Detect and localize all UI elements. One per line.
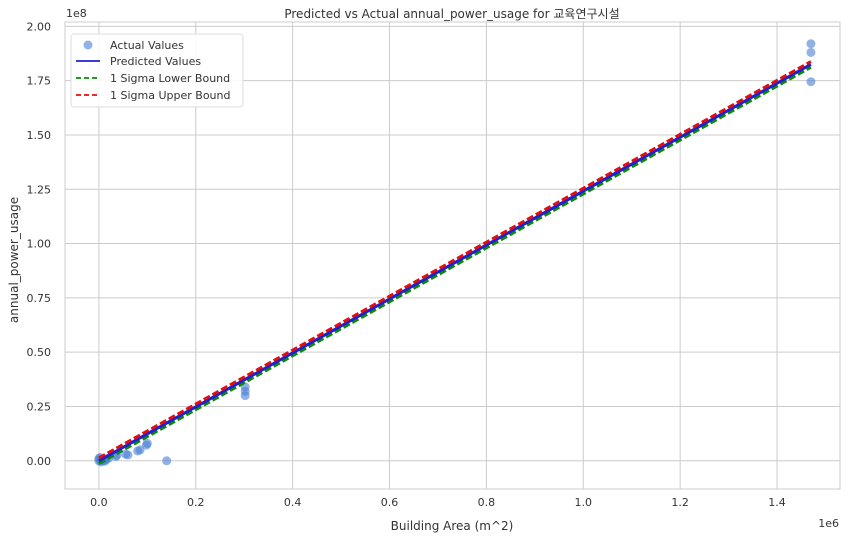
1-sigma-upper-bound-line [98, 60, 812, 460]
actual-value-point [240, 391, 250, 401]
legend-box [70, 33, 244, 108]
actual-value-point [806, 47, 816, 57]
actual-value-point [806, 39, 816, 49]
actual-value-point [123, 450, 133, 460]
actual-value-point [806, 77, 816, 87]
legend-label-lower: 1 Sigma Lower Bound [110, 72, 230, 85]
y-tick-label: 1.75 [27, 75, 52, 88]
1-sigma-lower-bound-line [98, 65, 812, 465]
legend-label-upper: 1 Sigma Upper Bound [110, 89, 230, 102]
y-tick-label: 0.25 [27, 400, 52, 413]
actual-value-point [141, 440, 151, 450]
grid-layer [65, 22, 840, 489]
x-tick-label: 1.2 [671, 496, 689, 509]
y-tick-label: 1.25 [27, 183, 52, 196]
y-axis-label: annual_power_usage [7, 197, 21, 323]
actual-value-point [162, 456, 172, 466]
y-tick-label: 2.00 [27, 20, 52, 33]
x-tick-label: 0.2 [187, 496, 205, 509]
x-tick-label: 0.8 [478, 496, 496, 509]
x-tick-label: 1.0 [575, 496, 593, 509]
legend-label-predicted: Predicted Values [110, 55, 201, 68]
y-tick-label: 1.50 [27, 129, 52, 142]
legend: Actual Values Predicted Values 1 Sigma L… [70, 33, 244, 108]
x-offset-label: 1e6 [818, 517, 839, 530]
x-tick-label: 0.6 [381, 496, 399, 509]
x-axis-label: Building Area (m^2) [391, 519, 514, 533]
legend-label-actual: Actual Values [110, 39, 184, 52]
y-tick-label: 0.00 [27, 455, 52, 468]
x-tick-label: 0.4 [284, 496, 302, 509]
y-tick-label: 1.00 [27, 238, 52, 251]
x-tick-label: 1.4 [768, 496, 786, 509]
y-tick-label: 0.50 [27, 346, 52, 359]
predicted-values-line [98, 63, 812, 463]
legend-marker-actual [83, 40, 93, 50]
tick-layer: 0.0 0.2 0.4 0.6 0.8 1.0 1.2 1.4 0.00 0.25 0.50 0.75… [27, 20, 786, 509]
x-tick-label: 0.0 [90, 496, 108, 509]
y-tick-label: 0.75 [27, 292, 52, 305]
chart-title: Predicted vs Actual annual_power_usage f… [284, 7, 619, 21]
plot-frame [64, 21, 841, 490]
y-offset-label: 1e8 [66, 7, 87, 20]
plot-layer [94, 39, 816, 467]
actual-value-point [135, 445, 145, 455]
